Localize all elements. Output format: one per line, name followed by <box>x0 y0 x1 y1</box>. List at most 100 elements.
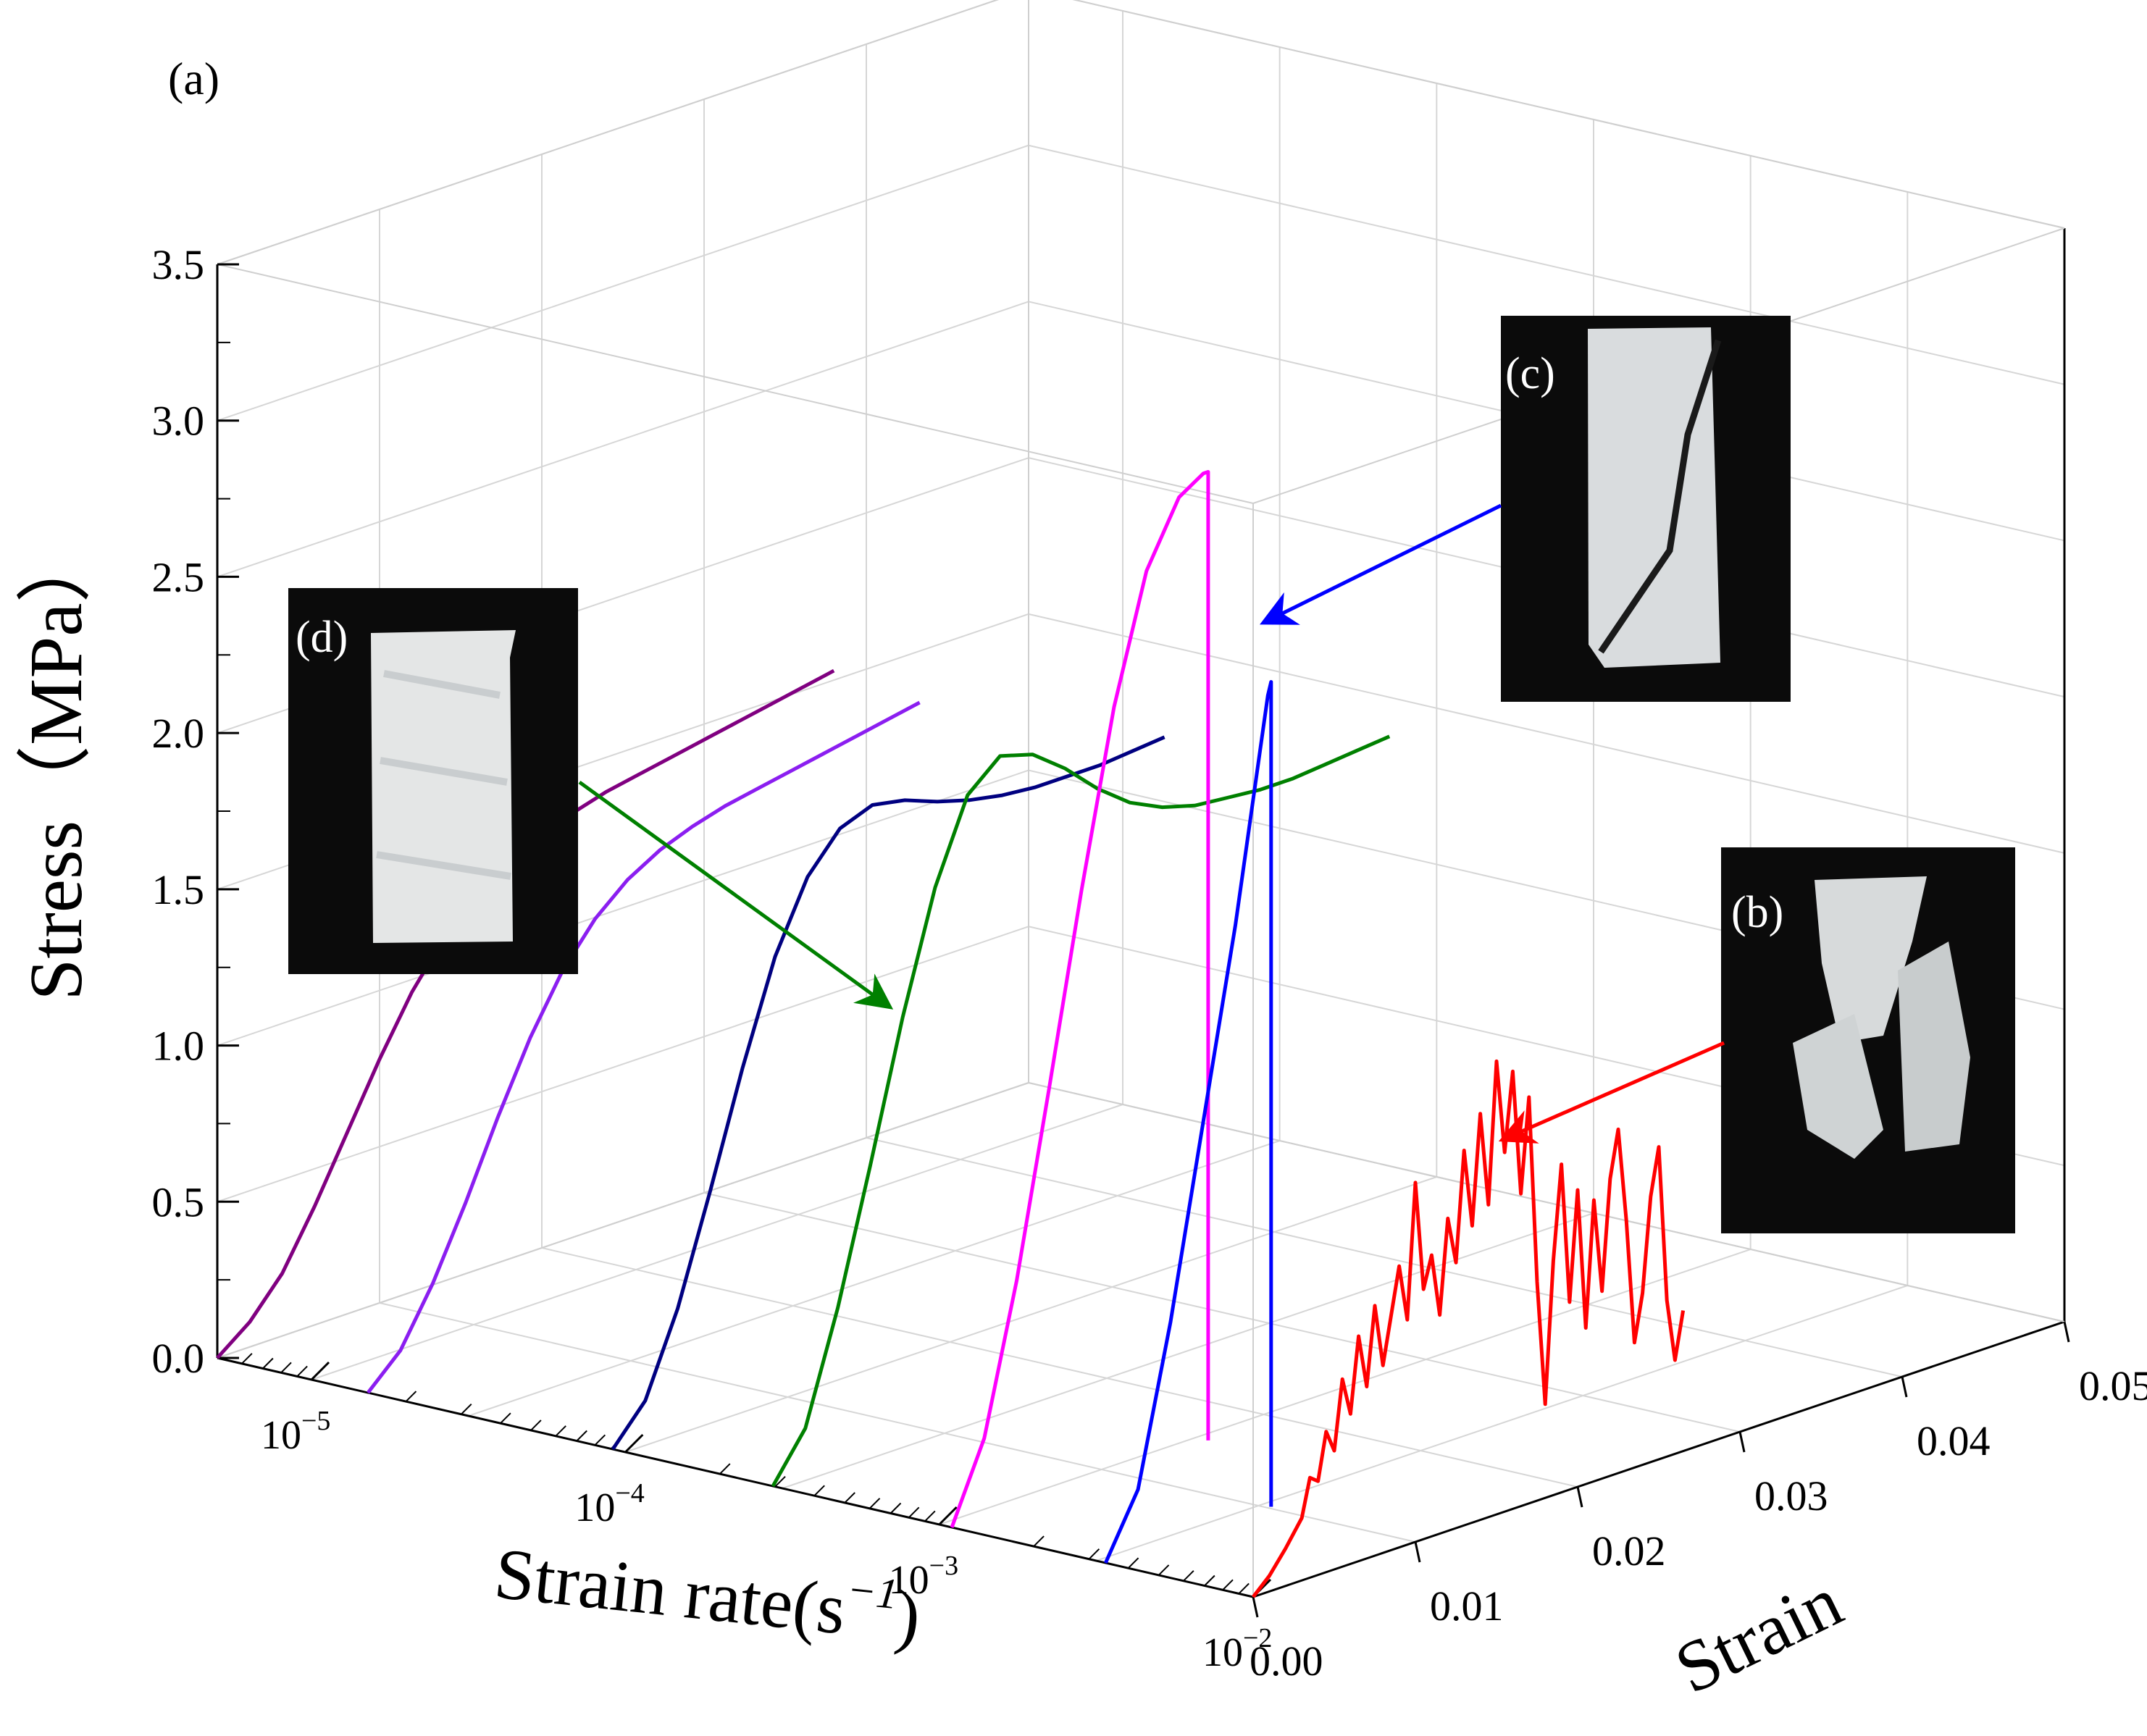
strain-rate-tick-label: 10−4 <box>574 1478 644 1530</box>
strain-tick-label: 0.05 <box>2079 1362 2147 1409</box>
inset-photo-d: (d) <box>288 588 578 974</box>
grid-line-floor-rate <box>468 1140 1280 1417</box>
stress-axis-unit: （MPa） <box>14 528 98 821</box>
grid-line-floor-strain <box>866 1137 1903 1378</box>
stress-tick-label: 1.0 <box>152 1023 205 1070</box>
strain-rate-minor-tick <box>813 1485 825 1496</box>
strain-rate-minor-tick <box>262 1357 274 1370</box>
grid-line-floor-rate <box>782 1212 1594 1489</box>
inset-label-c: (c) <box>1505 349 1555 398</box>
stress-tick-label: 0.0 <box>152 1335 205 1382</box>
grid-line-stress-wall2 <box>217 301 1029 578</box>
strain-tick <box>1901 1376 1908 1398</box>
strain-rate-tick-label: 10−3 <box>889 1551 958 1603</box>
inset-label-b: (b) <box>1731 888 1783 937</box>
series-line-violet <box>367 700 921 1394</box>
grid-line-stress-wall2 <box>217 0 999 265</box>
strain-tick-label: 0.03 <box>1754 1472 1828 1519</box>
strain-rate-minor-tick <box>908 1506 920 1519</box>
strain-tick <box>2063 1321 2070 1343</box>
strain-rate-minor-tick <box>405 1391 417 1402</box>
stress-tick-label: 3.5 <box>152 241 205 288</box>
frame-edge-light <box>1072 0 2065 229</box>
strain-tick <box>1414 1541 1421 1563</box>
strain-rate-tick-label: 10−5 <box>261 1406 330 1458</box>
specimen-intact <box>371 630 516 943</box>
stress-tick-label: 1.5 <box>152 866 205 913</box>
arrow-d-to-green <box>578 780 894 1010</box>
stress-tick-label: 0.5 <box>152 1178 205 1225</box>
stress-tick-label: 2.5 <box>152 553 205 600</box>
strain-rate-minor-tick <box>1127 1557 1139 1569</box>
strain-axis-title: Strain <box>1663 1561 1854 1708</box>
grid-line-floor-strain <box>541 1247 1578 1488</box>
strain-rate-minor-tick <box>869 1498 881 1509</box>
strain-rate-minor-tick <box>719 1463 731 1475</box>
stress-axis-title: Stress（MPa） <box>14 528 98 1001</box>
stress-tick-label: 3.0 <box>152 398 205 445</box>
strain-rate-tick-label: 10−2 <box>1202 1623 1272 1675</box>
strain-rate-minor-tick <box>1088 1548 1100 1560</box>
grid-line-floor-rate <box>311 1104 1123 1380</box>
strain-rate-tick <box>938 1506 958 1526</box>
series-line-green <box>771 734 1391 1488</box>
strain-tick-label: 0.00 <box>1250 1638 1323 1685</box>
strain-tick <box>1252 1596 1259 1618</box>
specimen-sheared <box>1588 327 1720 668</box>
strain-tick <box>1576 1486 1583 1508</box>
strain-rate-tick <box>624 1433 644 1454</box>
grid-line-floor-strain <box>703 1192 1741 1433</box>
strain-rate-minor-tick <box>500 1412 511 1424</box>
panel-label: (a) <box>168 53 219 104</box>
frame-edge-light <box>1028 1082 2065 1322</box>
grid-line-stress-wall2 <box>217 144 1029 422</box>
strain-rate-minor-tick <box>1204 1574 1215 1587</box>
strain-rate-axis-sup: −1 <box>845 1565 900 1618</box>
strain-rate-axis-line <box>217 1356 1254 1598</box>
strain-rate-minor-tick <box>296 1365 308 1378</box>
specimen-fragment-1 <box>1815 876 1927 1043</box>
grid-line-stress-wall1 <box>1028 613 2065 854</box>
strain-axis-line <box>1252 1320 2065 1598</box>
strain-tick-label: 0.02 <box>1592 1527 1666 1574</box>
strain-rate-minor-tick <box>555 1425 566 1437</box>
frame-edge-light <box>217 1082 1029 1359</box>
inset-photo-c: (c) <box>1501 316 1791 702</box>
grid-line-stress-wall1 <box>1072 0 2065 229</box>
strain-rate-minor-tick <box>241 1353 253 1364</box>
specimen-fragment-2 <box>1793 1014 1883 1159</box>
strain-rate-minor-tick <box>890 1502 902 1514</box>
strain-rate-minor-tick <box>844 1492 855 1504</box>
series-line-magenta <box>950 470 1210 1528</box>
grid-line-floor-rate <box>1096 1285 1908 1561</box>
strain-tick <box>1738 1431 1746 1453</box>
grid-line-stress-wall1 <box>1028 144 2065 385</box>
strain-rate-minor-tick <box>594 1434 606 1446</box>
series-line-blue <box>1104 680 1273 1564</box>
frame-edge-light <box>217 264 1254 504</box>
strain-tick-label: 0.01 <box>1430 1582 1504 1630</box>
strain-rate-axis-label: Strain rate(s <box>491 1532 850 1649</box>
strain-rate-minor-tick <box>1158 1564 1170 1576</box>
strain-rate-minor-tick <box>774 1476 786 1488</box>
frame-edge-light <box>217 0 999 265</box>
specimen-fragment-3 <box>1898 942 1970 1152</box>
stress-axis-label: Stress <box>14 821 98 1000</box>
strain-rate-minor-tick <box>576 1430 587 1442</box>
strain-rate-minor-tick <box>280 1362 292 1374</box>
axis-ticks: 0.0 0.5 1.0 1.5 2.0 2.5 3.0 3.5 10−5 10−4 10−3 10−2… <box>152 241 2147 1685</box>
arrow-b-to-red <box>1498 1041 1725 1144</box>
inset-label-d: (d) <box>296 613 348 662</box>
strain-rate-minor-tick <box>461 1404 472 1415</box>
strain-rate-minor-tick <box>530 1420 542 1431</box>
strain-rate-minor-tick <box>1222 1579 1234 1591</box>
strain-rate-minor-tick <box>1183 1570 1194 1582</box>
grid-line-floor-rate <box>625 1176 1437 1453</box>
series-line-red <box>1252 1059 1686 1598</box>
series-line-navy <box>611 735 1165 1451</box>
grid-line-floor-strain <box>379 1302 1416 1543</box>
arrow-c-to-blue <box>1260 503 1502 625</box>
strain-rate-axis-title: Strain rate(s−1) <box>491 1529 925 1658</box>
inset-photo-b: (b) <box>1721 847 2015 1233</box>
